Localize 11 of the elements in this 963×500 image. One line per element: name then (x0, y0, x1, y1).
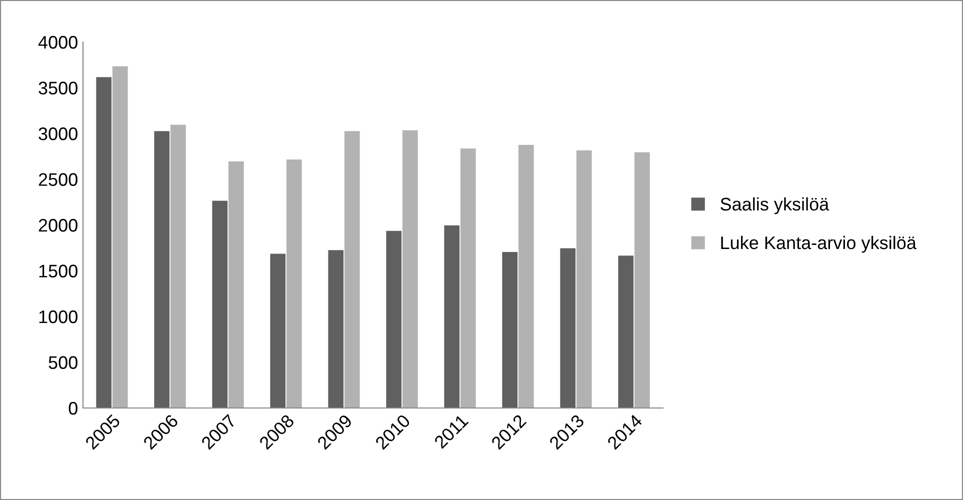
y-tick-label: 1000 (39, 310, 78, 324)
y-tick-label: 500 (48, 356, 78, 369)
y-tick-label: 0 (68, 402, 78, 415)
legend-label: Saalis yksilöä (720, 197, 830, 214)
y-tick-label: 2000 (38, 218, 78, 232)
y-tick-label: 1500 (39, 264, 78, 278)
legend-label: Luke Kanta-arvio yksilöä (721, 236, 916, 253)
y-tick-label: 4000 (38, 36, 78, 49)
y-tick-label: 3500 (38, 82, 78, 94)
y-tick-label: 2500 (38, 173, 78, 186)
y-tick-label: 3000 (38, 127, 78, 140)
